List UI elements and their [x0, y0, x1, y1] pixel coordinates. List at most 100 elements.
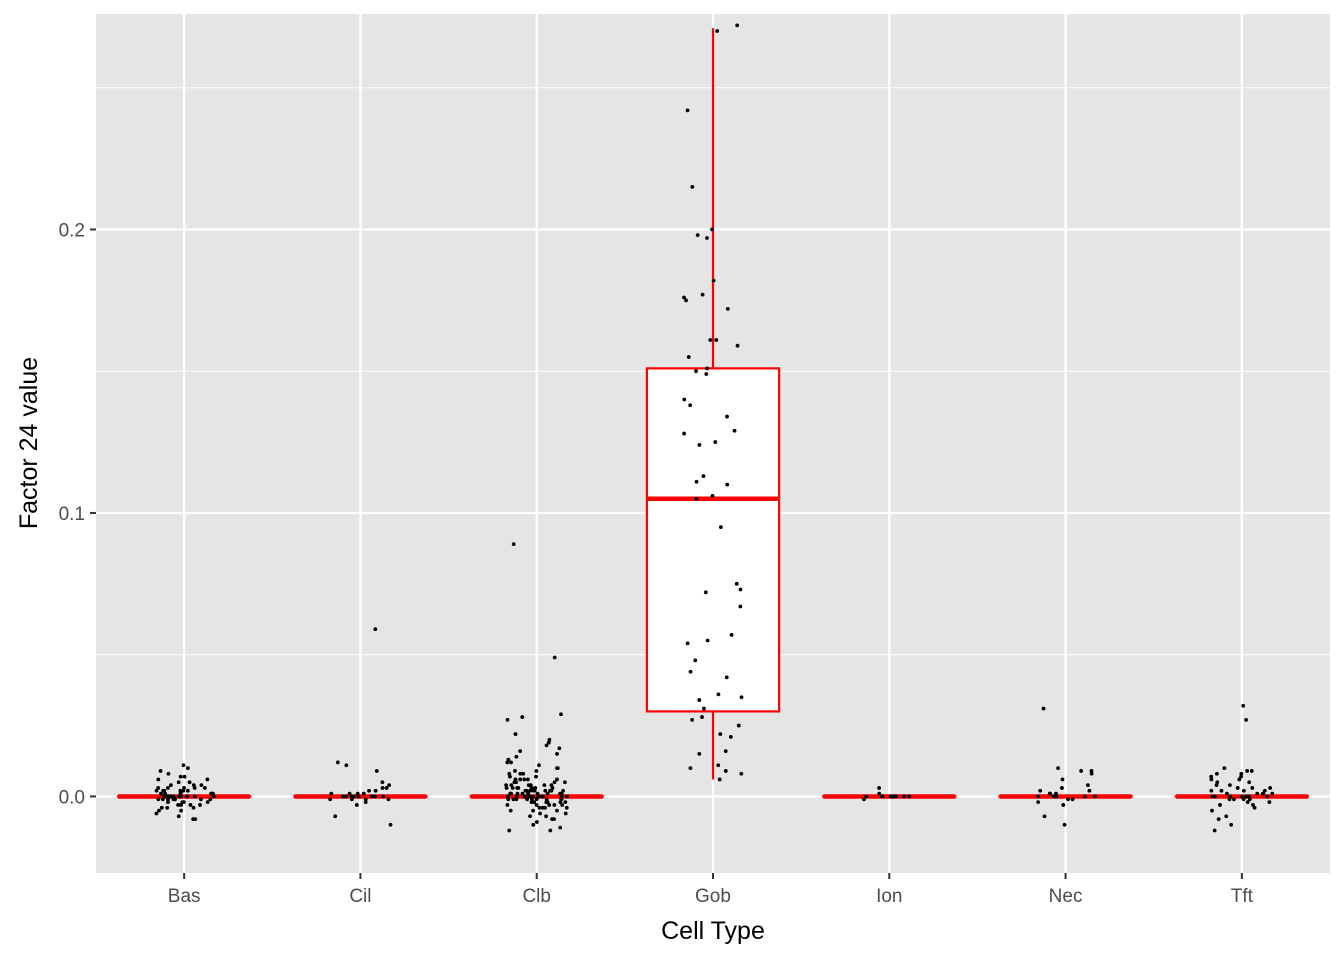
data-point	[723, 769, 728, 773]
data-point	[537, 763, 541, 768]
data-point	[1268, 786, 1273, 790]
data-point	[559, 797, 564, 802]
data-point	[158, 791, 163, 796]
data-point	[711, 278, 716, 283]
data-point	[694, 369, 698, 374]
data-point	[564, 805, 569, 810]
data-point	[154, 811, 159, 816]
data-point	[341, 794, 345, 799]
x-tick-label: Ion	[876, 886, 902, 907]
data-point	[1060, 786, 1064, 790]
data-point	[187, 780, 192, 785]
data-point	[1229, 822, 1234, 827]
data-point	[328, 797, 333, 802]
data-point	[695, 233, 700, 238]
data-point	[525, 777, 530, 782]
data-point	[531, 822, 536, 827]
data-point	[347, 791, 352, 796]
data-point	[729, 632, 734, 637]
data-point	[192, 786, 197, 790]
data-point	[685, 641, 690, 646]
data-point	[1056, 766, 1060, 771]
data-point	[386, 797, 391, 802]
data-point	[1212, 828, 1217, 833]
data-point	[156, 786, 161, 790]
data-point	[686, 355, 691, 359]
data-point	[1062, 822, 1067, 827]
data-point	[723, 749, 728, 753]
data-point	[529, 786, 534, 790]
data-point	[182, 786, 186, 790]
data-point	[363, 797, 368, 802]
data-point	[505, 760, 510, 765]
data-point	[739, 771, 744, 776]
data-point	[559, 712, 563, 717]
data-point	[171, 797, 176, 802]
data-point	[682, 397, 687, 402]
data-point	[1270, 791, 1275, 796]
box-iqr	[645, 367, 781, 713]
data-point	[212, 794, 216, 799]
data-point	[725, 482, 730, 487]
data-point	[738, 604, 743, 609]
data-point	[513, 732, 518, 736]
data-point	[1047, 791, 1052, 796]
data-point	[697, 698, 702, 702]
data-point	[198, 797, 203, 802]
data-point	[734, 581, 739, 586]
data-point	[682, 295, 686, 300]
data-point	[181, 763, 186, 768]
data-point	[563, 811, 568, 816]
data-point	[1051, 794, 1056, 799]
data-point	[710, 494, 715, 498]
data-point	[176, 803, 181, 807]
data-point	[877, 791, 882, 796]
data-point	[381, 794, 386, 799]
data-point	[361, 791, 366, 796]
data-point	[685, 108, 690, 113]
data-point	[561, 788, 566, 793]
data-point	[710, 227, 714, 232]
data-point	[690, 185, 695, 189]
data-point	[1224, 814, 1229, 819]
data-point	[356, 794, 361, 799]
data-point	[178, 794, 183, 799]
data-point	[713, 440, 718, 444]
data-point	[515, 791, 520, 796]
x-tick-label: Gob	[695, 886, 731, 907]
data-point	[185, 794, 189, 799]
data-point	[717, 777, 722, 782]
data-point	[1232, 797, 1236, 802]
data-point	[1219, 788, 1224, 793]
data-point	[1225, 791, 1229, 796]
data-point	[548, 788, 552, 793]
data-point	[558, 825, 563, 830]
data-point	[545, 791, 550, 796]
data-point	[532, 800, 537, 805]
data-point	[171, 794, 176, 799]
data-point	[1215, 780, 1220, 785]
data-point	[513, 777, 518, 782]
data-point	[700, 715, 704, 719]
data-point	[157, 808, 161, 813]
data-point	[166, 797, 170, 802]
data-point	[1249, 769, 1254, 773]
data-point	[374, 769, 379, 773]
x-tick-label: Cil	[349, 886, 371, 907]
data-point	[169, 783, 173, 788]
data-point	[1038, 788, 1043, 793]
data-point	[862, 797, 866, 802]
data-point	[714, 338, 719, 342]
data-point	[1209, 774, 1214, 779]
data-point	[156, 797, 161, 802]
data-point	[1041, 706, 1046, 711]
data-point	[555, 808, 559, 813]
data-point	[563, 800, 568, 805]
x-tick-label: Tft	[1231, 886, 1254, 907]
data-point	[552, 655, 557, 660]
data-point	[388, 822, 393, 827]
data-point	[552, 803, 557, 807]
data-point	[514, 780, 519, 785]
data-point	[1241, 703, 1246, 708]
